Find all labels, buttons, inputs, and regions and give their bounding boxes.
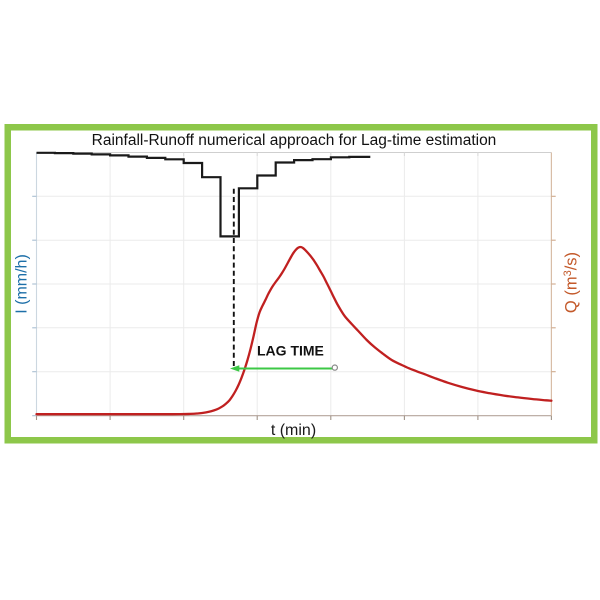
svg-text:LAG TIME: LAG TIME	[257, 343, 324, 359]
svg-text:Q (m3/s): Q (m3/s)	[562, 252, 581, 313]
svg-text:I (mm/h): I (mm/h)	[14, 254, 31, 314]
svg-text:t (min): t (min)	[271, 422, 316, 439]
svg-text:Rainfall-Runoff numerical appr: Rainfall-Runoff numerical approach for L…	[92, 132, 497, 149]
